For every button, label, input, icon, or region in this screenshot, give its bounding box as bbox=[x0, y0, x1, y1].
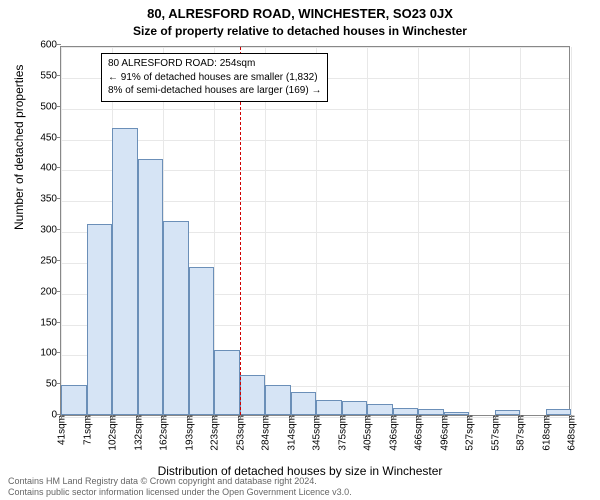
x-tick-label: 466sqm bbox=[412, 415, 425, 451]
x-tick-mark bbox=[112, 415, 113, 419]
x-tick-mark bbox=[240, 415, 241, 419]
x-tick-mark bbox=[469, 415, 470, 419]
chart-title: Size of property relative to detached ho… bbox=[0, 24, 600, 38]
x-tick-mark bbox=[393, 415, 394, 419]
y-tick-label: 400 bbox=[40, 163, 57, 174]
x-tick-label: 405sqm bbox=[361, 415, 374, 451]
histogram-bar bbox=[112, 128, 138, 415]
x-tick-mark bbox=[444, 415, 445, 419]
histogram-bar bbox=[418, 409, 444, 415]
y-tick-label: 450 bbox=[40, 132, 57, 143]
histogram-bar bbox=[189, 267, 215, 415]
annotation-line: 80 ALRESFORD ROAD: 254sqm bbox=[108, 57, 321, 71]
x-tick-mark bbox=[342, 415, 343, 419]
annotation-box: 80 ALRESFORD ROAD: 254sqm ← 91% of detac… bbox=[101, 53, 328, 102]
x-tick-label: 162sqm bbox=[157, 415, 170, 451]
y-tick-label: 300 bbox=[40, 225, 57, 236]
y-tick-label: 350 bbox=[40, 194, 57, 205]
histogram-bar bbox=[393, 408, 419, 415]
gridline-v bbox=[469, 47, 470, 415]
y-tick-label: 500 bbox=[40, 101, 57, 112]
histogram-bar bbox=[240, 375, 266, 415]
x-tick-mark bbox=[87, 415, 88, 419]
gridline-h bbox=[61, 47, 569, 48]
x-tick-mark bbox=[61, 415, 62, 419]
histogram-bar bbox=[61, 385, 87, 415]
x-tick-label: 193sqm bbox=[182, 415, 195, 451]
y-axis-label: Number of detached properties bbox=[12, 65, 26, 230]
gridline-v bbox=[265, 47, 266, 415]
x-tick-mark bbox=[291, 415, 292, 419]
histogram-bar bbox=[138, 159, 164, 415]
x-tick-label: 284sqm bbox=[259, 415, 272, 451]
x-tick-label: 648sqm bbox=[565, 415, 578, 451]
reference-line bbox=[240, 47, 241, 415]
x-tick-mark bbox=[214, 415, 215, 419]
histogram-bar bbox=[546, 409, 572, 415]
x-tick-label: 314sqm bbox=[284, 415, 297, 451]
y-tick-label: 150 bbox=[40, 317, 57, 328]
x-tick-mark bbox=[138, 415, 139, 419]
x-tick-mark bbox=[189, 415, 190, 419]
histogram-bar bbox=[367, 404, 393, 415]
y-tick-label: 200 bbox=[40, 286, 57, 297]
x-tick-label: 253sqm bbox=[233, 415, 246, 451]
footer-line: Contains public sector information licen… bbox=[8, 487, 592, 498]
x-tick-mark bbox=[316, 415, 317, 419]
x-tick-label: 496sqm bbox=[437, 415, 450, 451]
histogram-bar bbox=[291, 392, 317, 415]
gridline-h bbox=[61, 109, 569, 110]
histogram-bar bbox=[444, 412, 470, 415]
x-tick-mark bbox=[418, 415, 419, 419]
histogram-bar bbox=[163, 221, 189, 415]
x-tick-label: 132sqm bbox=[131, 415, 144, 451]
footer-line: Contains HM Land Registry data © Crown c… bbox=[8, 476, 592, 487]
x-tick-label: 587sqm bbox=[514, 415, 527, 451]
y-tick-label: 250 bbox=[40, 255, 57, 266]
histogram-bar bbox=[214, 350, 240, 415]
gridline-v bbox=[571, 47, 572, 415]
y-tick-label: 550 bbox=[40, 70, 57, 81]
y-tick-label: 100 bbox=[40, 348, 57, 359]
x-tick-mark bbox=[163, 415, 164, 419]
x-tick-mark bbox=[546, 415, 547, 419]
gridline-v bbox=[520, 47, 521, 415]
histogram-bar bbox=[265, 385, 291, 415]
x-tick-mark bbox=[495, 415, 496, 419]
x-tick-label: 375sqm bbox=[335, 415, 348, 451]
footer: Contains HM Land Registry data © Crown c… bbox=[8, 476, 592, 499]
y-tick-label: 600 bbox=[40, 40, 57, 51]
x-tick-label: 618sqm bbox=[539, 415, 552, 451]
y-tick-mark bbox=[57, 44, 61, 45]
annotation-line: 8% of semi-detached houses are larger (1… bbox=[108, 84, 321, 98]
histogram-bar bbox=[87, 224, 113, 415]
x-tick-label: 71sqm bbox=[80, 415, 93, 445]
x-tick-label: 41sqm bbox=[55, 415, 68, 445]
histogram-bar bbox=[342, 401, 368, 415]
x-tick-label: 345sqm bbox=[310, 415, 323, 451]
supertitle: 80, ALRESFORD ROAD, WINCHESTER, SO23 0JX bbox=[0, 6, 600, 21]
plot-area: 05010015020025030035040045050055060041sq… bbox=[60, 46, 570, 416]
x-tick-label: 557sqm bbox=[488, 415, 501, 451]
x-tick-label: 223sqm bbox=[208, 415, 221, 451]
histogram-bar bbox=[316, 400, 342, 415]
histogram-bar bbox=[495, 410, 521, 415]
gridline-v bbox=[316, 47, 317, 415]
x-tick-mark bbox=[367, 415, 368, 419]
x-tick-label: 436sqm bbox=[386, 415, 399, 451]
gridline-v bbox=[367, 47, 368, 415]
annotation-line: ← 91% of detached houses are smaller (1,… bbox=[108, 71, 321, 85]
x-tick-label: 527sqm bbox=[463, 415, 476, 451]
x-tick-mark bbox=[265, 415, 266, 419]
gridline-v bbox=[418, 47, 419, 415]
gridline-v bbox=[61, 47, 62, 415]
x-tick-mark bbox=[571, 415, 572, 419]
x-tick-mark bbox=[520, 415, 521, 419]
y-tick-label: 50 bbox=[46, 379, 57, 390]
x-tick-label: 102sqm bbox=[106, 415, 119, 451]
